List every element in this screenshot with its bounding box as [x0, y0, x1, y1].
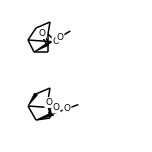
Polygon shape: [34, 43, 49, 52]
Text: O: O: [52, 104, 59, 112]
Polygon shape: [28, 93, 37, 106]
Text: O: O: [38, 29, 45, 38]
Polygon shape: [36, 112, 54, 120]
Text: O: O: [64, 104, 71, 113]
Text: O: O: [45, 98, 52, 107]
Text: O: O: [57, 33, 64, 41]
Text: O: O: [52, 38, 59, 47]
